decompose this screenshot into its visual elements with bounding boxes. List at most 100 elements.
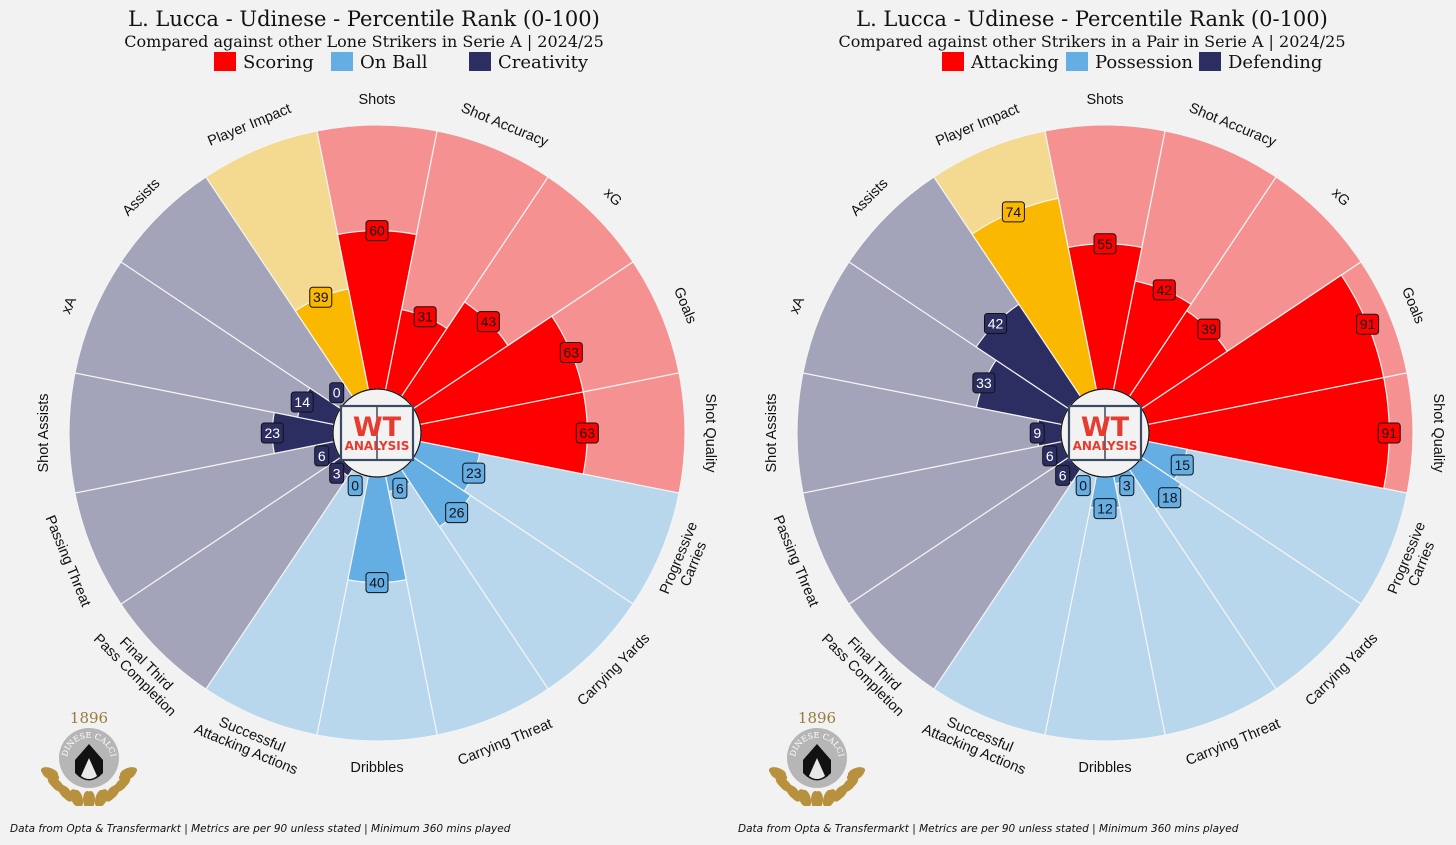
value-text: 39 [313, 289, 329, 305]
value-text: 3 [333, 465, 341, 481]
laurel-leaf [113, 778, 129, 793]
value-label-successful-attacking-actions: 0 [1075, 475, 1091, 497]
value-badge [347, 475, 363, 497]
category-label-goals: Goals [670, 285, 699, 326]
value-badge [329, 382, 345, 404]
logo-line2: ANALYSIS [1073, 439, 1138, 453]
value-label-xa: 33 [972, 372, 996, 394]
legend: Scoring On Ball Creativity [0, 52, 728, 74]
value-text: 26 [449, 505, 465, 521]
laurel-wreath [768, 767, 866, 806]
value-badge [365, 220, 389, 242]
value-label-shot-quality: 91 [1377, 422, 1401, 444]
right-panel: L. Lucca - Udinese - Percentile Rank (0-… [728, 0, 1456, 845]
value-text: 6 [1046, 448, 1054, 464]
laurel-leaf [811, 790, 821, 806]
udinese-crest: 1896 UDINESE CALCIO [36, 700, 138, 806]
value-text: 74 [1006, 204, 1022, 220]
legend-item-creativity: Creativity [469, 52, 588, 74]
value-badge [983, 312, 1007, 334]
value-label-passing-threat: 6 [314, 445, 330, 467]
value-badge [1197, 318, 1221, 340]
footer-note: Data from Opta & Transfermarkt | Metrics… [10, 823, 511, 835]
value-text: 18 [1162, 490, 1178, 506]
value-badge [413, 306, 437, 328]
value-badge [1055, 464, 1071, 486]
value-text: 0 [1079, 478, 1087, 494]
category-label-dribbles: Dribbles [350, 760, 403, 776]
value-badge [329, 462, 345, 484]
laurel-leaf [846, 769, 864, 781]
category-label-xg: xG [1328, 185, 1352, 209]
category-label-shot-assists: Shot Assists [764, 394, 780, 473]
value-label-xg: 43 [476, 311, 500, 333]
value-badge [1093, 233, 1117, 255]
value-badge [290, 391, 314, 413]
laurel-leaf [770, 769, 788, 781]
value-text: 9 [1033, 425, 1041, 441]
legend-item-on-ball: On Ball [331, 52, 428, 74]
category-label-xa: xA [787, 294, 808, 316]
value-text: 0 [351, 478, 359, 494]
chart-subtitle: Compared against other Strikers in a Pai… [838, 32, 1346, 51]
crest-shield-stripe [81, 758, 97, 779]
value-badge [1001, 201, 1025, 223]
value-badge [476, 311, 500, 333]
value-bars [271, 230, 588, 584]
legend-swatch [331, 52, 353, 71]
value-label-final-third-pass-completion: 3 [329, 462, 345, 484]
left-panel: L. Lucca - Udinese - Percentile Rank (0-… [0, 7, 728, 835]
category-label-shot-quality: Shot Quality [1430, 394, 1446, 474]
value-label-player-impact: 74 [1001, 201, 1025, 223]
value-label-shot-assists: 9 [1029, 422, 1045, 444]
legend-item-defending: Defending [1199, 52, 1322, 74]
legend-label: Defending [1228, 52, 1323, 73]
value-badge [445, 502, 469, 524]
laurel-leaf [118, 769, 136, 781]
chart-title: L. Lucca - Udinese - Percentile Rank (0-… [128, 7, 600, 31]
chart-title: L. Lucca - Udinese - Percentile Rank (0-… [856, 7, 1328, 31]
laurel-leaf [822, 789, 833, 806]
value-label-passing-threat: 6 [1042, 445, 1058, 467]
value-text: 23 [466, 465, 482, 481]
value-badge [1029, 422, 1045, 444]
laurel-leaf [94, 789, 105, 806]
value-label-dribbles: 12 [1093, 498, 1117, 520]
value-text: 12 [1097, 501, 1113, 517]
value-text: 31 [417, 309, 433, 325]
value-badge [1152, 279, 1176, 301]
value-badge [972, 372, 996, 394]
value-badge [314, 445, 330, 467]
value-badge [1075, 475, 1091, 497]
footer-note: Data from Opta & Transfermarkt | Metrics… [738, 823, 1239, 835]
category-label-xg: xG [600, 185, 624, 209]
value-label-carrying-threat: 6 [392, 477, 408, 499]
legend-item-attacking: Attacking [942, 52, 1059, 74]
category-label-xa: xA [59, 294, 80, 316]
laurel-leaf [73, 789, 84, 806]
value-label-final-third-pass-completion: 6 [1055, 464, 1071, 486]
value-text: 91 [1381, 425, 1397, 441]
laurel-leaf [801, 789, 812, 806]
legend-item-scoring: Scoring [214, 52, 314, 74]
udinese-crest: 1896 UDINESE CALCIO [764, 700, 866, 806]
value-text: 43 [481, 314, 497, 330]
value-badge [1356, 313, 1380, 335]
value-label-assists: 0 [329, 382, 345, 404]
value-badge [559, 342, 583, 364]
value-text: 15 [1174, 457, 1190, 473]
category-label-shot-quality: Shot Quality [702, 394, 718, 474]
value-label-shots: 55 [1093, 233, 1117, 255]
value-text: 55 [1097, 236, 1113, 252]
logo-line1: WT [1081, 412, 1130, 443]
legend: Attacking Possession Defending [728, 52, 1456, 74]
value-badge [1170, 454, 1194, 476]
value-text: 33 [976, 375, 992, 391]
legend-swatch [214, 52, 236, 71]
value-badge [260, 422, 284, 444]
value-badge [1093, 498, 1117, 520]
value-text: 91 [1360, 316, 1376, 332]
